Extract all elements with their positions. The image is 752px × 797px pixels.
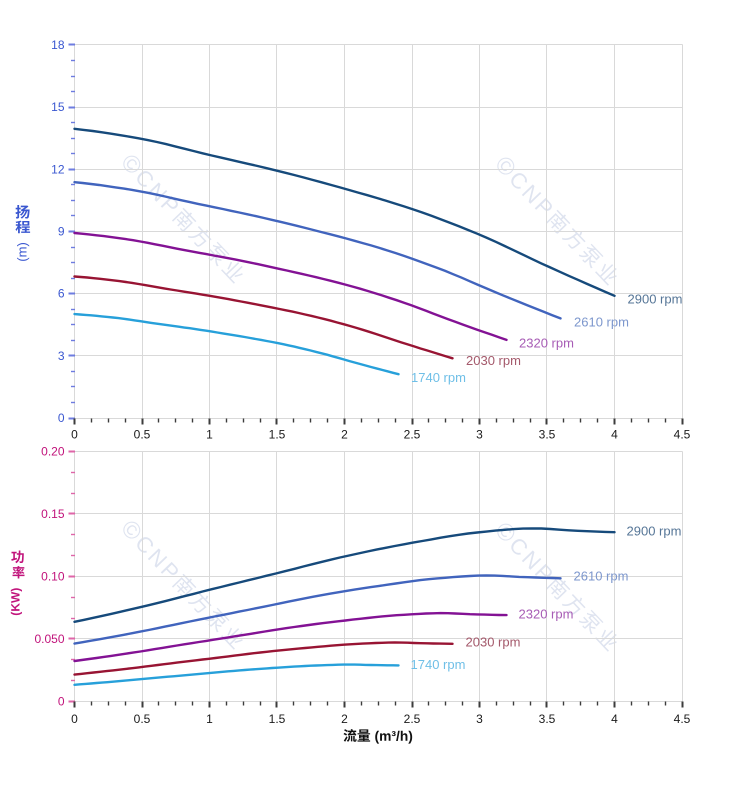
- svg-text:2900 rpm: 2900 rpm: [627, 524, 682, 539]
- svg-text:1740 rpm: 1740 rpm: [411, 370, 466, 385]
- svg-text:0: 0: [58, 694, 65, 708]
- svg-text:1.5: 1.5: [269, 428, 286, 442]
- svg-text:3: 3: [476, 428, 483, 442]
- svg-text:2320 rpm: 2320 rpm: [519, 607, 574, 622]
- svg-text:0.10: 0.10: [41, 569, 65, 583]
- svg-text:1: 1: [206, 428, 213, 442]
- svg-text:2610 rpm: 2610 rpm: [574, 569, 629, 584]
- svg-text:6: 6: [58, 287, 65, 301]
- svg-text:4: 4: [611, 428, 618, 442]
- svg-text:1: 1: [206, 712, 213, 726]
- svg-text:0: 0: [58, 411, 65, 425]
- svg-text:2610 rpm: 2610 rpm: [574, 315, 629, 330]
- svg-text:3: 3: [476, 712, 483, 726]
- svg-text:2.5: 2.5: [404, 712, 421, 726]
- svg-text:0.050: 0.050: [34, 632, 64, 646]
- svg-text:2.5: 2.5: [404, 428, 421, 442]
- svg-text:12: 12: [51, 162, 65, 176]
- svg-text:2030 rpm: 2030 rpm: [466, 635, 521, 650]
- svg-text:4: 4: [611, 712, 618, 726]
- svg-text:3.5: 3.5: [539, 428, 556, 442]
- svg-text:1740 rpm: 1740 rpm: [411, 657, 466, 672]
- svg-text:1.5: 1.5: [269, 712, 286, 726]
- svg-text:9: 9: [58, 225, 65, 239]
- svg-text:4.5: 4.5: [674, 712, 691, 726]
- svg-text:3: 3: [58, 349, 65, 363]
- svg-text:15: 15: [51, 100, 65, 114]
- svg-text:4.5: 4.5: [674, 428, 691, 442]
- svg-text:3.5: 3.5: [539, 712, 556, 726]
- svg-text:0: 0: [71, 712, 78, 726]
- svg-text:0.15: 0.15: [41, 507, 65, 521]
- svg-text:0: 0: [71, 428, 78, 442]
- svg-text:0.5: 0.5: [134, 712, 151, 726]
- svg-text:2900 rpm: 2900 rpm: [628, 292, 683, 307]
- svg-text:0.20: 0.20: [41, 445, 65, 459]
- svg-text:2320 rpm: 2320 rpm: [519, 336, 574, 351]
- svg-text:0.5: 0.5: [134, 428, 151, 442]
- svg-text:2: 2: [341, 712, 348, 726]
- svg-text:18: 18: [51, 38, 65, 52]
- svg-text:2: 2: [341, 428, 348, 442]
- svg-text:2030 rpm: 2030 rpm: [466, 353, 521, 368]
